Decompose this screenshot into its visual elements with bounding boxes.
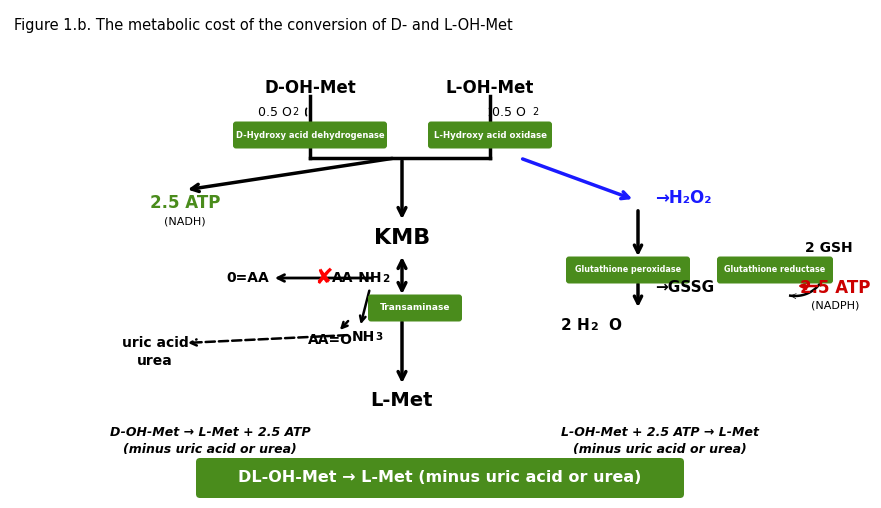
Text: 2.5 ATP: 2.5 ATP xyxy=(150,194,220,212)
Text: 2: 2 xyxy=(590,322,597,332)
FancyBboxPatch shape xyxy=(196,458,684,498)
Text: urea: urea xyxy=(137,354,173,368)
Text: 2 GSH: 2 GSH xyxy=(805,241,853,255)
Text: AA=O: AA=O xyxy=(307,333,352,347)
Text: (minus uric acid or urea): (minus uric acid or urea) xyxy=(574,443,747,457)
Text: →GSSG: →GSSG xyxy=(655,280,714,296)
Text: Glutathione peroxidase: Glutathione peroxidase xyxy=(575,266,681,274)
Text: Glutathione reductase: Glutathione reductase xyxy=(724,266,825,274)
FancyBboxPatch shape xyxy=(233,121,387,148)
Text: ✘: ✘ xyxy=(315,268,333,288)
Text: O: O xyxy=(608,319,621,333)
FancyBboxPatch shape xyxy=(368,295,462,322)
Text: (minus uric acid or urea): (minus uric acid or urea) xyxy=(123,443,297,457)
Text: Transaminase: Transaminase xyxy=(380,303,450,312)
FancyBboxPatch shape xyxy=(717,257,833,283)
Text: D-OH-Met: D-OH-Met xyxy=(264,79,356,97)
Text: D-Hydroxy acid dehydrogenase: D-Hydroxy acid dehydrogenase xyxy=(236,131,384,140)
FancyBboxPatch shape xyxy=(566,257,690,283)
Text: DL-OH-Met → L-Met (minus uric acid or urea): DL-OH-Met → L-Met (minus uric acid or ur… xyxy=(239,470,641,486)
FancyBboxPatch shape xyxy=(428,121,552,148)
Text: 2: 2 xyxy=(382,274,389,284)
Text: L-OH-Met: L-OH-Met xyxy=(446,79,534,97)
Text: NH: NH xyxy=(352,330,375,344)
Text: 3: 3 xyxy=(375,332,382,342)
Text: AA-NH: AA-NH xyxy=(331,271,382,285)
Text: L-Met: L-Met xyxy=(371,391,433,409)
Text: L-OH-Met + 2.5 ATP → L-Met: L-OH-Met + 2.5 ATP → L-Met xyxy=(561,426,759,438)
Text: 0.5 O: 0.5 O xyxy=(258,106,292,118)
Text: (NADPH): (NADPH) xyxy=(811,301,859,311)
Text: uric acid: uric acid xyxy=(122,336,189,350)
Text: KMB: KMB xyxy=(374,228,430,248)
Text: 2 H: 2 H xyxy=(561,319,590,333)
Text: 2.5 ATP: 2.5 ATP xyxy=(800,279,870,297)
Text: →H₂O₂: →H₂O₂ xyxy=(655,189,712,207)
Text: L-Hydroxy acid oxidase: L-Hydroxy acid oxidase xyxy=(433,131,546,140)
Text: Figure 1.b. The metabolic cost of the conversion of D- and L-OH-Met: Figure 1.b. The metabolic cost of the co… xyxy=(14,18,513,33)
Text: (NADH): (NADH) xyxy=(164,216,206,226)
Text: D-OH-Met → L-Met + 2.5 ATP: D-OH-Met → L-Met + 2.5 ATP xyxy=(110,426,310,438)
Text: 0.5 O: 0.5 O xyxy=(492,106,526,118)
Text: 0=AA: 0=AA xyxy=(226,271,270,285)
Text: 2: 2 xyxy=(532,107,538,117)
Text: 2: 2 xyxy=(292,107,299,117)
